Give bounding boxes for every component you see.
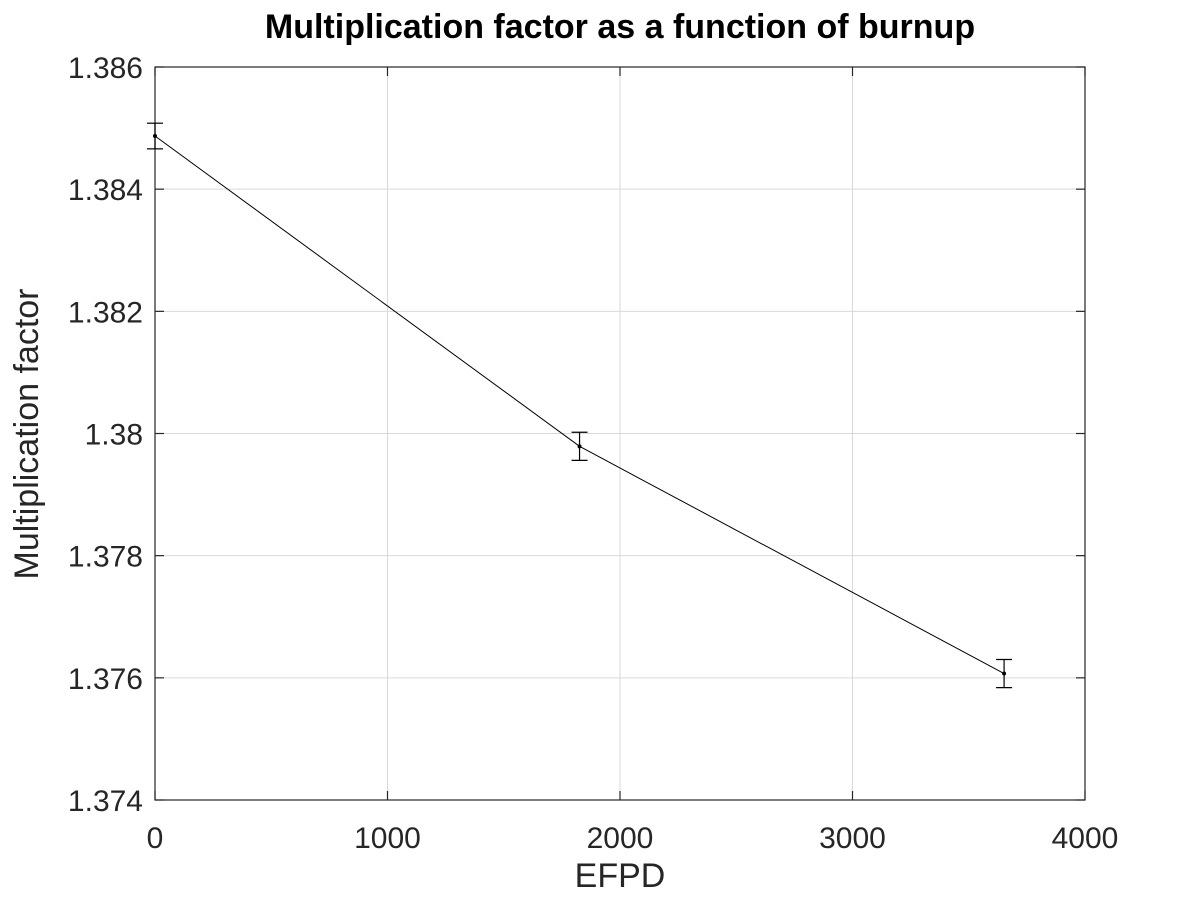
y-tick-label: 1.374 — [68, 785, 143, 818]
series-line — [154, 135, 1005, 674]
y-tick-label: 1.382 — [68, 296, 143, 329]
y-tick-label: 1.386 — [68, 52, 143, 85]
x-tick-label: 2000 — [587, 822, 654, 855]
data-point — [577, 444, 582, 449]
x-tick-label: 0 — [147, 822, 164, 855]
x-tick-label: 1000 — [354, 822, 421, 855]
data-point — [1002, 671, 1007, 676]
data-point — [153, 134, 157, 139]
y-axis-label: Multiplication factor — [8, 288, 46, 579]
x-axis-label: EFPD — [575, 857, 666, 895]
x-tick-label: 4000 — [1052, 822, 1119, 855]
x-tick-label: 3000 — [819, 822, 886, 855]
axis-ticks: 0 1000 2000 3000 4000 1.374 1.376 1.378 1.38 1.38… — [68, 52, 1118, 855]
y-tick-label: 1.38 — [85, 419, 143, 452]
y-tick-label: 1.376 — [68, 663, 143, 696]
plot-frame — [154, 66, 1086, 801]
y-tick-label: 1.378 — [68, 541, 143, 574]
chart-title: Multiplication factor as a function of b… — [265, 8, 975, 46]
grid — [155, 67, 1085, 800]
y-tick-label: 1.384 — [68, 174, 143, 207]
series — [147, 122, 1013, 689]
